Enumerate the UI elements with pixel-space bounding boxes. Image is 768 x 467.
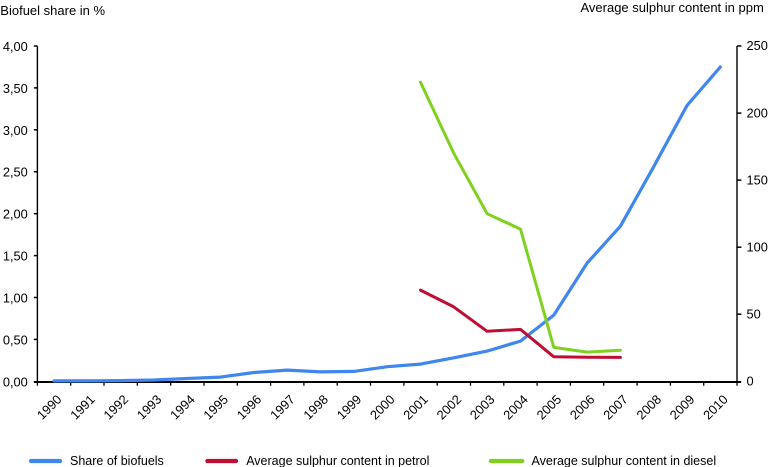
svg-text:1,00: 1,00 (3, 291, 28, 306)
svg-text:Biofuel share in %: Biofuel share in % (0, 3, 105, 18)
svg-text:0,50: 0,50 (3, 332, 28, 347)
svg-text:4,00: 4,00 (3, 39, 28, 54)
svg-text:200: 200 (747, 105, 768, 120)
svg-text:50: 50 (747, 306, 761, 321)
svg-text:1,50: 1,50 (3, 249, 28, 264)
svg-text:100: 100 (747, 239, 768, 254)
svg-text:0,00: 0,00 (3, 374, 28, 389)
svg-text:150: 150 (747, 172, 768, 187)
svg-text:3,00: 3,00 (3, 123, 28, 138)
svg-text:0: 0 (747, 374, 754, 389)
svg-text:250: 250 (747, 38, 768, 53)
svg-text:Average sulphur content in die: Average sulphur content in diesel (532, 454, 717, 467)
svg-text:Average sulphur content in pet: Average sulphur content in petrol (246, 454, 429, 467)
svg-text:Average sulphur content in ppm: Average sulphur content in ppm (580, 0, 763, 15)
svg-text:2,00: 2,00 (3, 207, 28, 222)
svg-text:3,50: 3,50 (3, 81, 28, 96)
svg-text:Share of biofuels: Share of biofuels (70, 454, 164, 467)
svg-text:2,50: 2,50 (3, 165, 28, 180)
